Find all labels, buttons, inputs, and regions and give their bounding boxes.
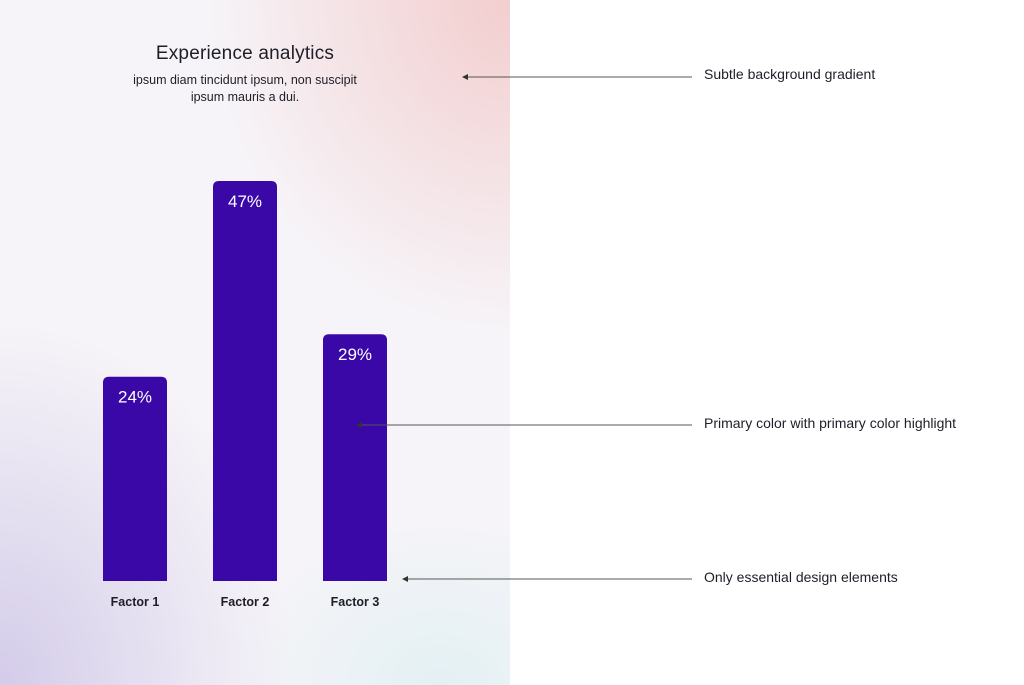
bar-2 [213, 181, 277, 581]
callout-arrowhead-2 [356, 422, 362, 428]
callout-background-gradient: Subtle background gradient [704, 66, 876, 82]
bar-value-label-3: 29% [338, 345, 372, 364]
bar-chart: 24% Factor 1 47% Factor 2 29% Factor 3 [103, 181, 387, 609]
callout-primary-color: Primary color with primary color highlig… [704, 415, 957, 431]
chart-title: Experience analytics [155, 43, 335, 64]
bar-value-label-2: 47% [228, 192, 262, 211]
chart-card: Experience analytics ipsum diam tincidun… [0, 0, 510, 685]
bar-3 [323, 334, 387, 581]
bar-value-label-1: 24% [118, 388, 152, 407]
x-tick-label-3: Factor 3 [331, 595, 380, 609]
callout-arrowhead-1 [462, 74, 468, 80]
chart-subtitle: ipsum diam tincidunt ipsum, non suscipit… [133, 73, 357, 104]
callout-essential-elements: Only essential design elements [704, 569, 898, 585]
x-tick-label-1: Factor 1 [111, 595, 160, 609]
bar-1 [103, 376, 167, 581]
callout-arrowhead-3 [402, 576, 408, 582]
x-tick-label-2: Factor 2 [221, 595, 270, 609]
